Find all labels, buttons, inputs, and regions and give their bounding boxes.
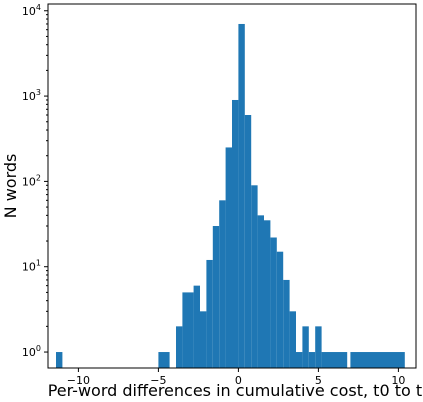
histogram-bar	[182, 292, 194, 368]
histogram-bar	[200, 311, 207, 368]
histogram-bar	[244, 115, 252, 369]
histogram-bar	[176, 326, 183, 368]
histogram-bar	[219, 200, 226, 368]
histogram-bar	[206, 259, 213, 368]
histogram-bar	[251, 185, 258, 368]
histogram-bars	[56, 23, 405, 369]
histogram-bar	[289, 311, 296, 368]
y-axis-ticks: 100 101 102 103 104	[22, 3, 48, 359]
histogram-bar	[232, 99, 239, 368]
x-tick-label: 0	[235, 374, 242, 387]
x-tick-label: 10	[391, 374, 405, 387]
histogram-bar	[225, 147, 232, 368]
histogram-bar	[238, 23, 245, 369]
histogram-bar	[212, 226, 220, 368]
x-tick-label: −5	[150, 374, 166, 387]
x-axis-ticks: −10 −5 0 5 10	[67, 368, 405, 387]
histogram-bar	[264, 220, 271, 368]
histogram-bar	[296, 352, 303, 368]
histogram-bar	[283, 279, 290, 368]
histogram-bar	[308, 352, 316, 368]
y-tick-label: 100	[22, 344, 41, 359]
histogram-bar	[276, 251, 284, 368]
y-axis-title: N words	[1, 154, 20, 219]
histogram-bar	[158, 352, 170, 368]
y-tick-label: 101	[22, 259, 41, 274]
y-tick-label: 103	[22, 88, 41, 103]
histogram-bar	[321, 352, 348, 368]
histogram-bar	[270, 237, 277, 368]
x-axis-title: Per-word differences in cumulative cost,…	[48, 381, 423, 400]
x-tick-label: 5	[315, 374, 322, 387]
x-tick-label: −10	[67, 374, 90, 387]
histogram-bar	[350, 352, 405, 368]
histogram-bar	[257, 215, 264, 368]
y-tick-label: 102	[22, 173, 41, 188]
histogram-bar	[193, 285, 200, 368]
histogram-bar	[302, 326, 309, 368]
histogram-bar	[56, 352, 63, 368]
plot-frame	[47, 3, 417, 369]
histogram-bar	[315, 326, 322, 368]
y-tick-label: 104	[22, 3, 41, 18]
